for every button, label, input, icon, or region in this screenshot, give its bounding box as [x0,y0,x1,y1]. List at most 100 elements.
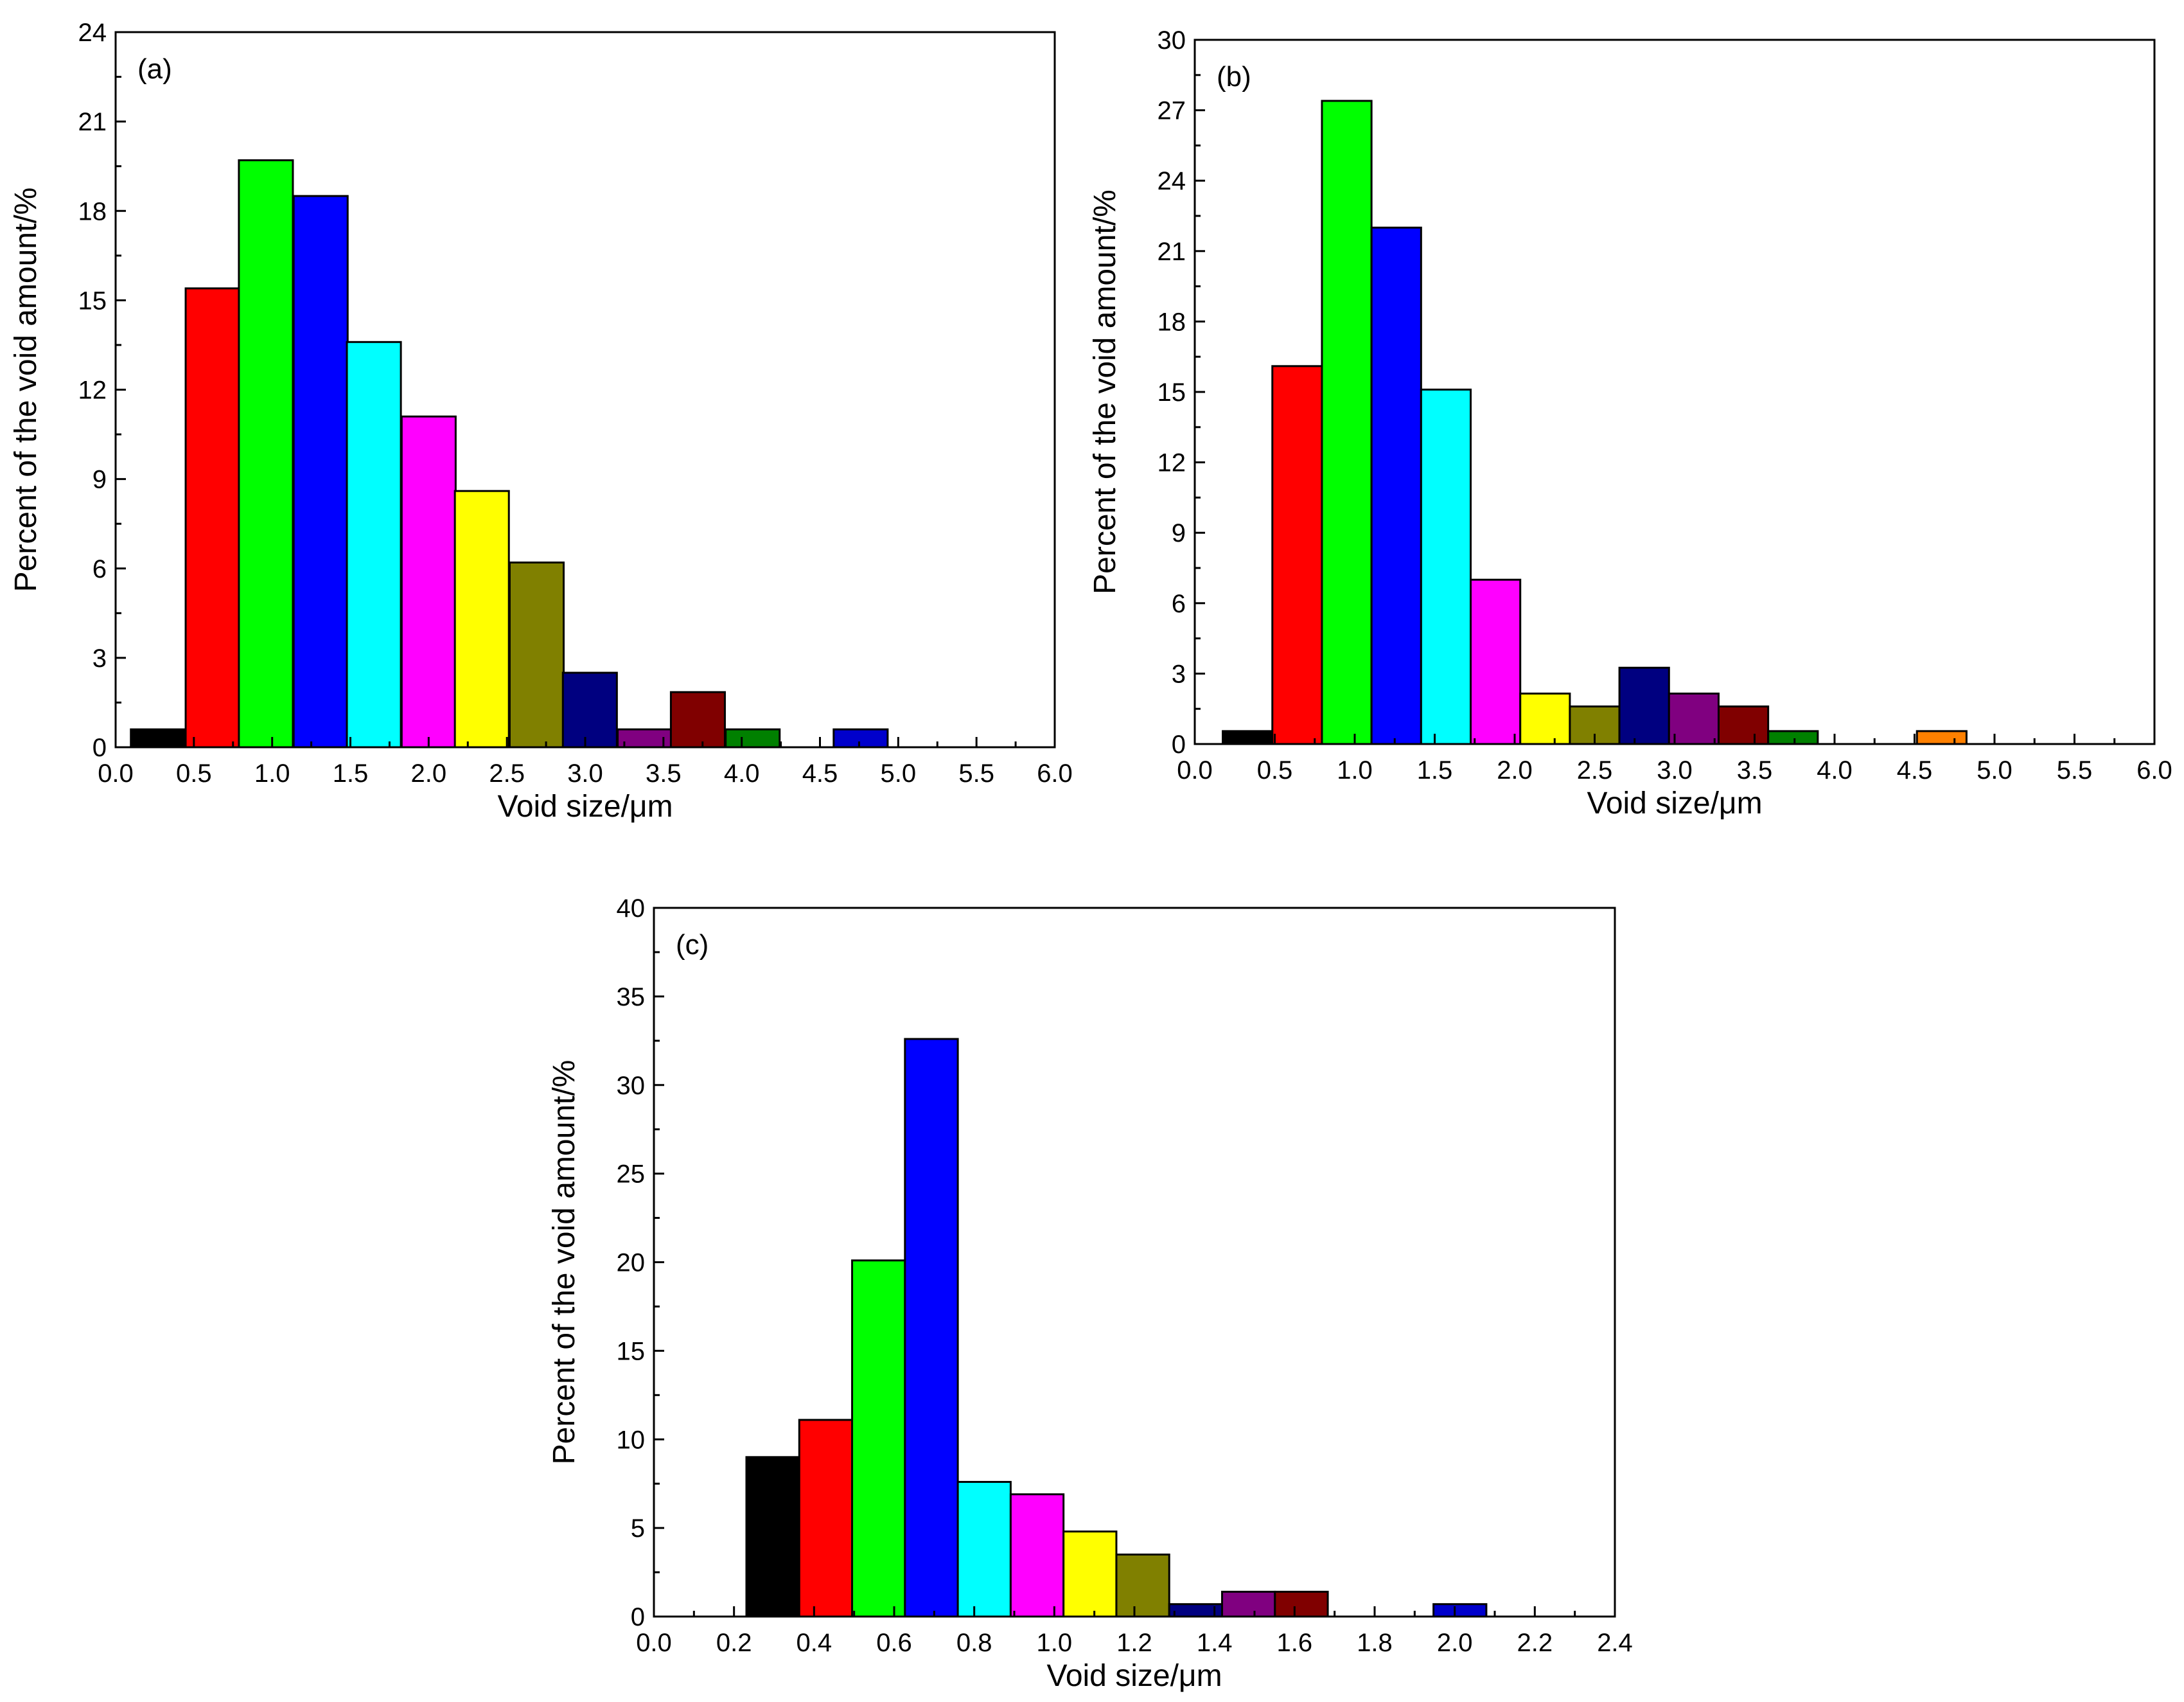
histogram-bar [1274,1590,1329,1618]
histogram-bar [1519,692,1571,745]
x-tick-label: 0.0 [98,759,134,788]
histogram-bar [1321,100,1373,745]
y-tick-label: 3 [1172,660,1186,688]
y-tick-label: 3 [92,644,107,673]
x-tick-label: 5.0 [881,759,917,788]
histogram-bar [669,691,726,749]
x-tick-label: 1.8 [1357,1629,1393,1657]
y-tick-label: 0 [1172,731,1186,759]
y-axis-label: Percent of the void amount/% [9,188,43,592]
y-tick-label: 25 [617,1160,646,1189]
histogram-bar [1432,1603,1488,1618]
x-tick-label: 5.5 [2057,756,2093,785]
histogram-bar [798,1419,854,1618]
histogram-bar [1115,1553,1170,1618]
x-tick-label: 1.4 [1197,1629,1233,1657]
x-tick-label: 1.0 [1337,756,1373,785]
x-tick-label: 1.5 [333,759,369,788]
histogram-bar [400,415,457,749]
x-tick-label: 1.0 [1037,1629,1073,1657]
x-axis-label: Void size/μm [1046,1659,1222,1693]
histogram-bar [956,1480,1012,1618]
x-axis-label: Void size/μm [497,790,673,824]
x-tick-label: 1.6 [1277,1629,1313,1657]
y-tick-label: 15 [617,1337,646,1365]
x-tick-label: 0.5 [176,759,212,788]
histogram-bar [346,341,402,749]
x-tick-label: 2.5 [489,759,525,788]
x-tick-label: 0.6 [876,1629,912,1657]
y-tick-label: 21 [78,108,107,136]
histogram-bar [904,1038,959,1618]
histogram-bar [1618,666,1670,745]
x-tick-label: 2.0 [411,759,447,788]
x-tick-label: 3.5 [1737,756,1773,785]
x-tick-label: 5.5 [958,759,994,788]
histogram-bar [1370,226,1422,745]
histogram-bar [1222,730,1274,745]
histogram-bar [1221,1590,1276,1618]
y-axis-label: Percent of the void amount/% [547,1060,581,1465]
x-tick-label: 0.8 [956,1629,992,1657]
x-tick-label: 4.5 [1897,756,1933,785]
histogram-bar [725,728,781,749]
y-tick-label: 9 [1172,519,1186,547]
y-tick-label: 35 [617,983,646,1011]
panel-label: (c) [676,929,709,961]
x-axis-label: Void size/μm [1587,786,1762,820]
x-tick-label: 1.5 [1417,756,1453,785]
histogram-bar [851,1259,906,1618]
histogram-bar [1271,365,1323,745]
x-tick-label: 2.0 [1437,1629,1473,1657]
x-tick-label: 0.0 [636,1629,672,1657]
histogram-bar [745,1456,800,1618]
histogram-bar [130,728,186,749]
y-tick-label: 24 [1158,167,1186,195]
y-tick-label: 30 [617,1072,646,1100]
x-tick-label: 2.2 [1517,1629,1553,1657]
y-tick-label: 20 [617,1249,646,1277]
y-tick-label: 5 [631,1514,645,1543]
y-tick-label: 6 [92,555,107,583]
histogram-bar [238,159,294,749]
histogram-bar [1668,692,1720,745]
x-tick-label: 1.2 [1116,1629,1152,1657]
x-tick-label: 0.4 [797,1629,832,1657]
histogram-bar [184,287,241,749]
y-tick-label: 6 [1172,590,1186,618]
x-tick-label: 3.0 [1657,756,1693,785]
histogram-bar [1767,730,1819,745]
x-tick-label: 4.0 [724,759,760,788]
x-tick-label: 2.4 [1597,1629,1633,1657]
y-tick-label: 15 [1158,378,1186,407]
panel-label: (b) [1217,61,1251,93]
y-tick-label: 24 [78,19,107,47]
x-tick-label: 5.0 [1977,756,2012,785]
x-tick-label: 3.5 [646,759,682,788]
x-tick-label: 0.5 [1257,756,1293,785]
y-tick-label: 18 [1158,308,1186,336]
histogram-bar [1915,730,1968,745]
histogram-bar [1717,705,1770,745]
panel-a-histogram: 0.0 0.5 1.0 1.5 2.0 2.5 3.0 3.5 4.0 4.5 5.0 5.5 6.0 0… [9,19,1073,824]
x-tick-label: 2.5 [1577,756,1613,785]
y-tick-label: 15 [78,287,107,315]
histogram-bar [508,561,565,749]
histogram-bar [1420,388,1472,745]
y-tick-label: 21 [1158,238,1186,266]
histogram-bar [832,728,889,749]
y-axis-label: Percent of the void amount/% [1088,190,1122,594]
histogram-bar [1062,1530,1118,1618]
y-tick-label: 0 [631,1603,645,1631]
y-tick-label: 12 [1158,449,1186,477]
x-tick-label: 1.0 [254,759,290,788]
y-tick-label: 10 [617,1426,646,1454]
x-tick-label: 4.5 [802,759,838,788]
panel-label: (a) [137,53,172,85]
histogram-bar [292,195,349,749]
histogram-bar [561,671,618,749]
panel-b-histogram: 0.0 0.5 1.0 1.5 2.0 2.5 3.0 3.5 4.0 4.5 5.0 5.5 6.0 0… [1088,26,2172,820]
y-tick-label: 30 [1158,26,1186,55]
y-tick-label: 27 [1158,97,1186,125]
